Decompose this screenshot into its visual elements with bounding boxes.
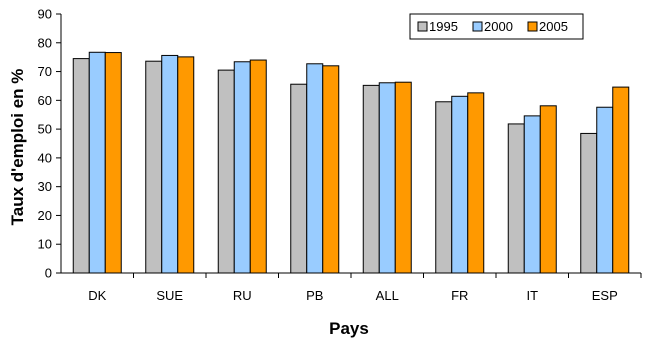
bar-2000-ALL: [378, 82, 396, 274]
bar-1995-SUE: [145, 60, 163, 274]
x-axis-ticks: DK SUE RU PB ALL FR IT ESP: [88, 273, 642, 303]
bar-1995-DK: [72, 58, 90, 274]
legend-swatch-2005: [527, 21, 538, 32]
x-tick-label: DK: [88, 288, 106, 303]
legend-swatch-2000: [472, 21, 483, 32]
x-tick-label: RU: [233, 288, 252, 303]
y-tick-label: 40: [38, 150, 52, 165]
bar-1995-PB: [290, 83, 308, 274]
bar-1995-FR: [435, 101, 453, 274]
y-tick-label: 10: [38, 237, 52, 252]
bar-2000-PB: [306, 63, 324, 274]
bar-1995-ALL: [362, 84, 380, 274]
x-tick-label: FR: [451, 288, 468, 303]
legend-label-2000: 2000: [484, 19, 513, 34]
bars: [72, 51, 630, 274]
bar-2000-RU: [233, 61, 251, 274]
bar-2005-PB: [322, 65, 340, 274]
bar-2000-ESP: [596, 106, 614, 274]
bar-2005-ALL: [394, 81, 412, 274]
x-tick-label: PB: [306, 288, 323, 303]
x-tick-label: ESP: [592, 288, 618, 303]
y-tick-label: 20: [38, 208, 52, 223]
legend: 1995 2000 2005: [409, 13, 584, 40]
bar-1995-ESP: [580, 132, 598, 274]
x-tick-label: IT: [526, 288, 538, 303]
legend-label-1995: 1995: [429, 19, 458, 34]
bar-2000-FR: [451, 95, 469, 274]
legend-box: [409, 13, 584, 40]
y-tick-label: 0: [45, 266, 52, 281]
y-tick-label: 60: [38, 93, 52, 108]
y-tick-label: 80: [38, 35, 52, 50]
legend-label-2005: 2005: [539, 19, 568, 34]
bar-2000-SUE: [161, 54, 179, 274]
y-axis-title: Taux d'emploi en %: [8, 69, 27, 226]
y-tick-label: 50: [38, 122, 52, 137]
bar-2005-SUE: [177, 56, 195, 274]
bar-2005-IT: [539, 105, 557, 274]
y-tick-label: 90: [38, 7, 52, 22]
bar-2000-IT: [523, 115, 541, 274]
x-axis-title: Pays: [329, 319, 369, 338]
bar-2005-ESP: [612, 86, 630, 274]
y-tick-label: 30: [38, 179, 52, 194]
bar-2005-DK: [104, 52, 122, 274]
y-axis-ticks: 0 10 20 30 40 50 60 70 80 90: [38, 7, 61, 281]
x-tick-label: SUE: [156, 288, 183, 303]
bar-1995-RU: [217, 69, 235, 274]
bar-2000-DK: [88, 51, 106, 274]
bar-2005-RU: [249, 59, 267, 274]
legend-swatch-1995: [417, 21, 428, 32]
y-tick-label: 70: [38, 64, 52, 79]
bar-2005-FR: [467, 92, 485, 274]
bar-1995-IT: [507, 123, 525, 274]
x-tick-label: ALL: [376, 288, 399, 303]
